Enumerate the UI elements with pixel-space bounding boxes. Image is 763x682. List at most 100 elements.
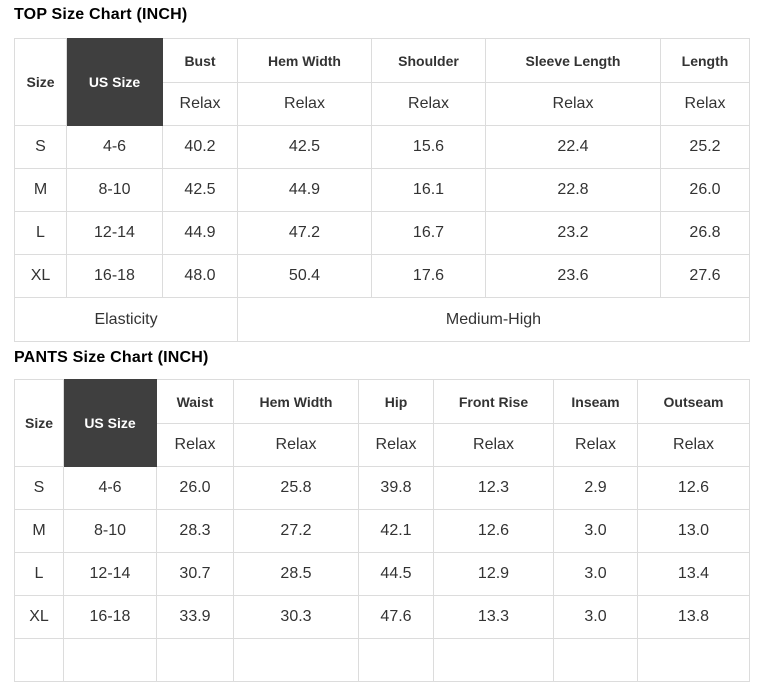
value-cell: 26.8 bbox=[660, 211, 750, 255]
fit-type-cell: Relax bbox=[660, 82, 750, 126]
top-fit-type-row: Relax Relax Relax Relax Relax bbox=[15, 82, 750, 126]
size-cell: M bbox=[14, 509, 64, 553]
fit-type-cell: Relax bbox=[156, 423, 234, 467]
fit-type-cell: Relax bbox=[371, 82, 486, 126]
top-column-header-us-size: US Size bbox=[66, 38, 163, 126]
value-cell: 12.3 bbox=[433, 466, 554, 510]
value-cell: 30.3 bbox=[233, 595, 359, 639]
value-cell: 26.0 bbox=[156, 466, 234, 510]
value-cell: 42.1 bbox=[358, 509, 434, 553]
value-cell: 27.2 bbox=[233, 509, 359, 553]
pants-column-header-front-rise: Front Rise bbox=[433, 379, 554, 424]
value-cell: 44.5 bbox=[358, 552, 434, 596]
value-cell: 48.0 bbox=[162, 254, 238, 298]
value-cell: 12.9 bbox=[433, 552, 554, 596]
table-row: M 8-10 28.3 27.2 42.1 12.6 3.0 13.0 bbox=[14, 509, 750, 553]
size-cell: S bbox=[14, 466, 64, 510]
us-size-cell: 16-18 bbox=[63, 595, 157, 639]
table-row: L 12-14 44.9 47.2 16.7 23.2 26.8 bbox=[14, 211, 750, 255]
table-row: S 4-6 40.2 42.5 15.6 22.4 25.2 bbox=[14, 125, 750, 169]
value-cell: 22.4 bbox=[485, 125, 661, 169]
empty-cell bbox=[156, 638, 234, 682]
value-cell: 47.6 bbox=[358, 595, 434, 639]
value-cell: 25.2 bbox=[660, 125, 750, 169]
value-cell: 39.8 bbox=[358, 466, 434, 510]
pants-column-header-size: Size bbox=[14, 379, 64, 467]
value-cell: 13.0 bbox=[637, 509, 750, 553]
us-size-cell: 16-18 bbox=[66, 254, 163, 298]
fit-type-cell: Relax bbox=[433, 423, 554, 467]
value-cell: 16.7 bbox=[371, 211, 486, 255]
top-size-chart-title: TOP Size Chart (INCH) bbox=[14, 6, 188, 23]
us-size-cell: 8-10 bbox=[66, 168, 163, 212]
value-cell: 13.3 bbox=[433, 595, 554, 639]
value-cell: 16.1 bbox=[371, 168, 486, 212]
pants-column-header-hip: Hip bbox=[358, 379, 434, 424]
value-cell: 30.7 bbox=[156, 552, 234, 596]
value-cell: 12.6 bbox=[637, 466, 750, 510]
top-column-header-shoulder: Shoulder bbox=[371, 38, 486, 83]
elasticity-row: Elasticity Medium-High bbox=[14, 297, 750, 342]
size-cell: L bbox=[14, 211, 67, 255]
value-cell: 42.5 bbox=[162, 168, 238, 212]
value-cell: 26.0 bbox=[660, 168, 750, 212]
size-cell: XL bbox=[14, 595, 64, 639]
fit-type-cell: Relax bbox=[358, 423, 434, 467]
fit-type-cell: Relax bbox=[485, 82, 661, 126]
empty-cell bbox=[233, 638, 359, 682]
top-header-row: Size US Size Bust Hem Width Shoulder Sle… bbox=[14, 38, 750, 126]
table-row: M 8-10 42.5 44.9 16.1 22.8 26.0 bbox=[14, 168, 750, 212]
value-cell: 28.5 bbox=[233, 552, 359, 596]
size-cell: L bbox=[14, 552, 64, 596]
pants-fit-type-row: Relax Relax Relax Relax Relax Relax bbox=[15, 423, 750, 467]
table-row-partial bbox=[14, 638, 750, 682]
value-cell: 13.4 bbox=[637, 552, 750, 596]
pants-column-header-outseam: Outseam bbox=[637, 379, 750, 424]
top-column-header-hem-width: Hem Width bbox=[237, 38, 372, 83]
empty-cell bbox=[433, 638, 554, 682]
fit-type-cell: Relax bbox=[233, 423, 359, 467]
pants-column-header-us-size: US Size bbox=[63, 379, 157, 467]
empty-cell bbox=[358, 638, 434, 682]
value-cell: 15.6 bbox=[371, 125, 486, 169]
us-size-cell: 8-10 bbox=[63, 509, 157, 553]
value-cell: 13.8 bbox=[637, 595, 750, 639]
elasticity-label-cell: Elasticity bbox=[14, 297, 238, 342]
value-cell: 23.6 bbox=[485, 254, 661, 298]
value-cell: 44.9 bbox=[237, 168, 372, 212]
value-cell: 44.9 bbox=[162, 211, 238, 255]
value-cell: 12.6 bbox=[433, 509, 554, 553]
elasticity-value-cell: Medium-High bbox=[237, 297, 750, 342]
value-cell: 25.8 bbox=[233, 466, 359, 510]
empty-cell bbox=[553, 638, 638, 682]
size-cell: M bbox=[14, 168, 67, 212]
value-cell: 42.5 bbox=[237, 125, 372, 169]
top-column-header-bust: Bust bbox=[162, 38, 238, 83]
top-column-header-sleeve-length: Sleeve Length bbox=[485, 38, 661, 83]
value-cell: 3.0 bbox=[553, 595, 638, 639]
value-cell: 27.6 bbox=[660, 254, 750, 298]
value-cell: 50.4 bbox=[237, 254, 372, 298]
pants-column-header-waist: Waist bbox=[156, 379, 234, 424]
value-cell: 23.2 bbox=[485, 211, 661, 255]
size-cell: XL bbox=[14, 254, 67, 298]
fit-type-cell: Relax bbox=[237, 82, 372, 126]
value-cell: 47.2 bbox=[237, 211, 372, 255]
us-size-cell: 12-14 bbox=[63, 552, 157, 596]
pants-header-row: Size US Size Waist Hem Width Hip Front R… bbox=[14, 379, 750, 467]
value-cell: 3.0 bbox=[553, 552, 638, 596]
empty-cell bbox=[63, 638, 157, 682]
top-size-chart-table: Size US Size Bust Hem Width Shoulder Sle… bbox=[14, 38, 750, 342]
pants-size-chart-table: Size US Size Waist Hem Width Hip Front R… bbox=[14, 379, 750, 682]
table-row: S 4-6 26.0 25.8 39.8 12.3 2.9 12.6 bbox=[14, 466, 750, 510]
value-cell: 22.8 bbox=[485, 168, 661, 212]
value-cell: 3.0 bbox=[553, 509, 638, 553]
top-column-header-size: Size bbox=[14, 38, 67, 126]
pants-column-header-inseam: Inseam bbox=[553, 379, 638, 424]
table-row: XL 16-18 48.0 50.4 17.6 23.6 27.6 bbox=[14, 254, 750, 298]
value-cell: 28.3 bbox=[156, 509, 234, 553]
value-cell: 40.2 bbox=[162, 125, 238, 169]
us-size-cell: 4-6 bbox=[66, 125, 163, 169]
top-column-header-length: Length bbox=[660, 38, 750, 83]
size-cell: S bbox=[14, 125, 67, 169]
